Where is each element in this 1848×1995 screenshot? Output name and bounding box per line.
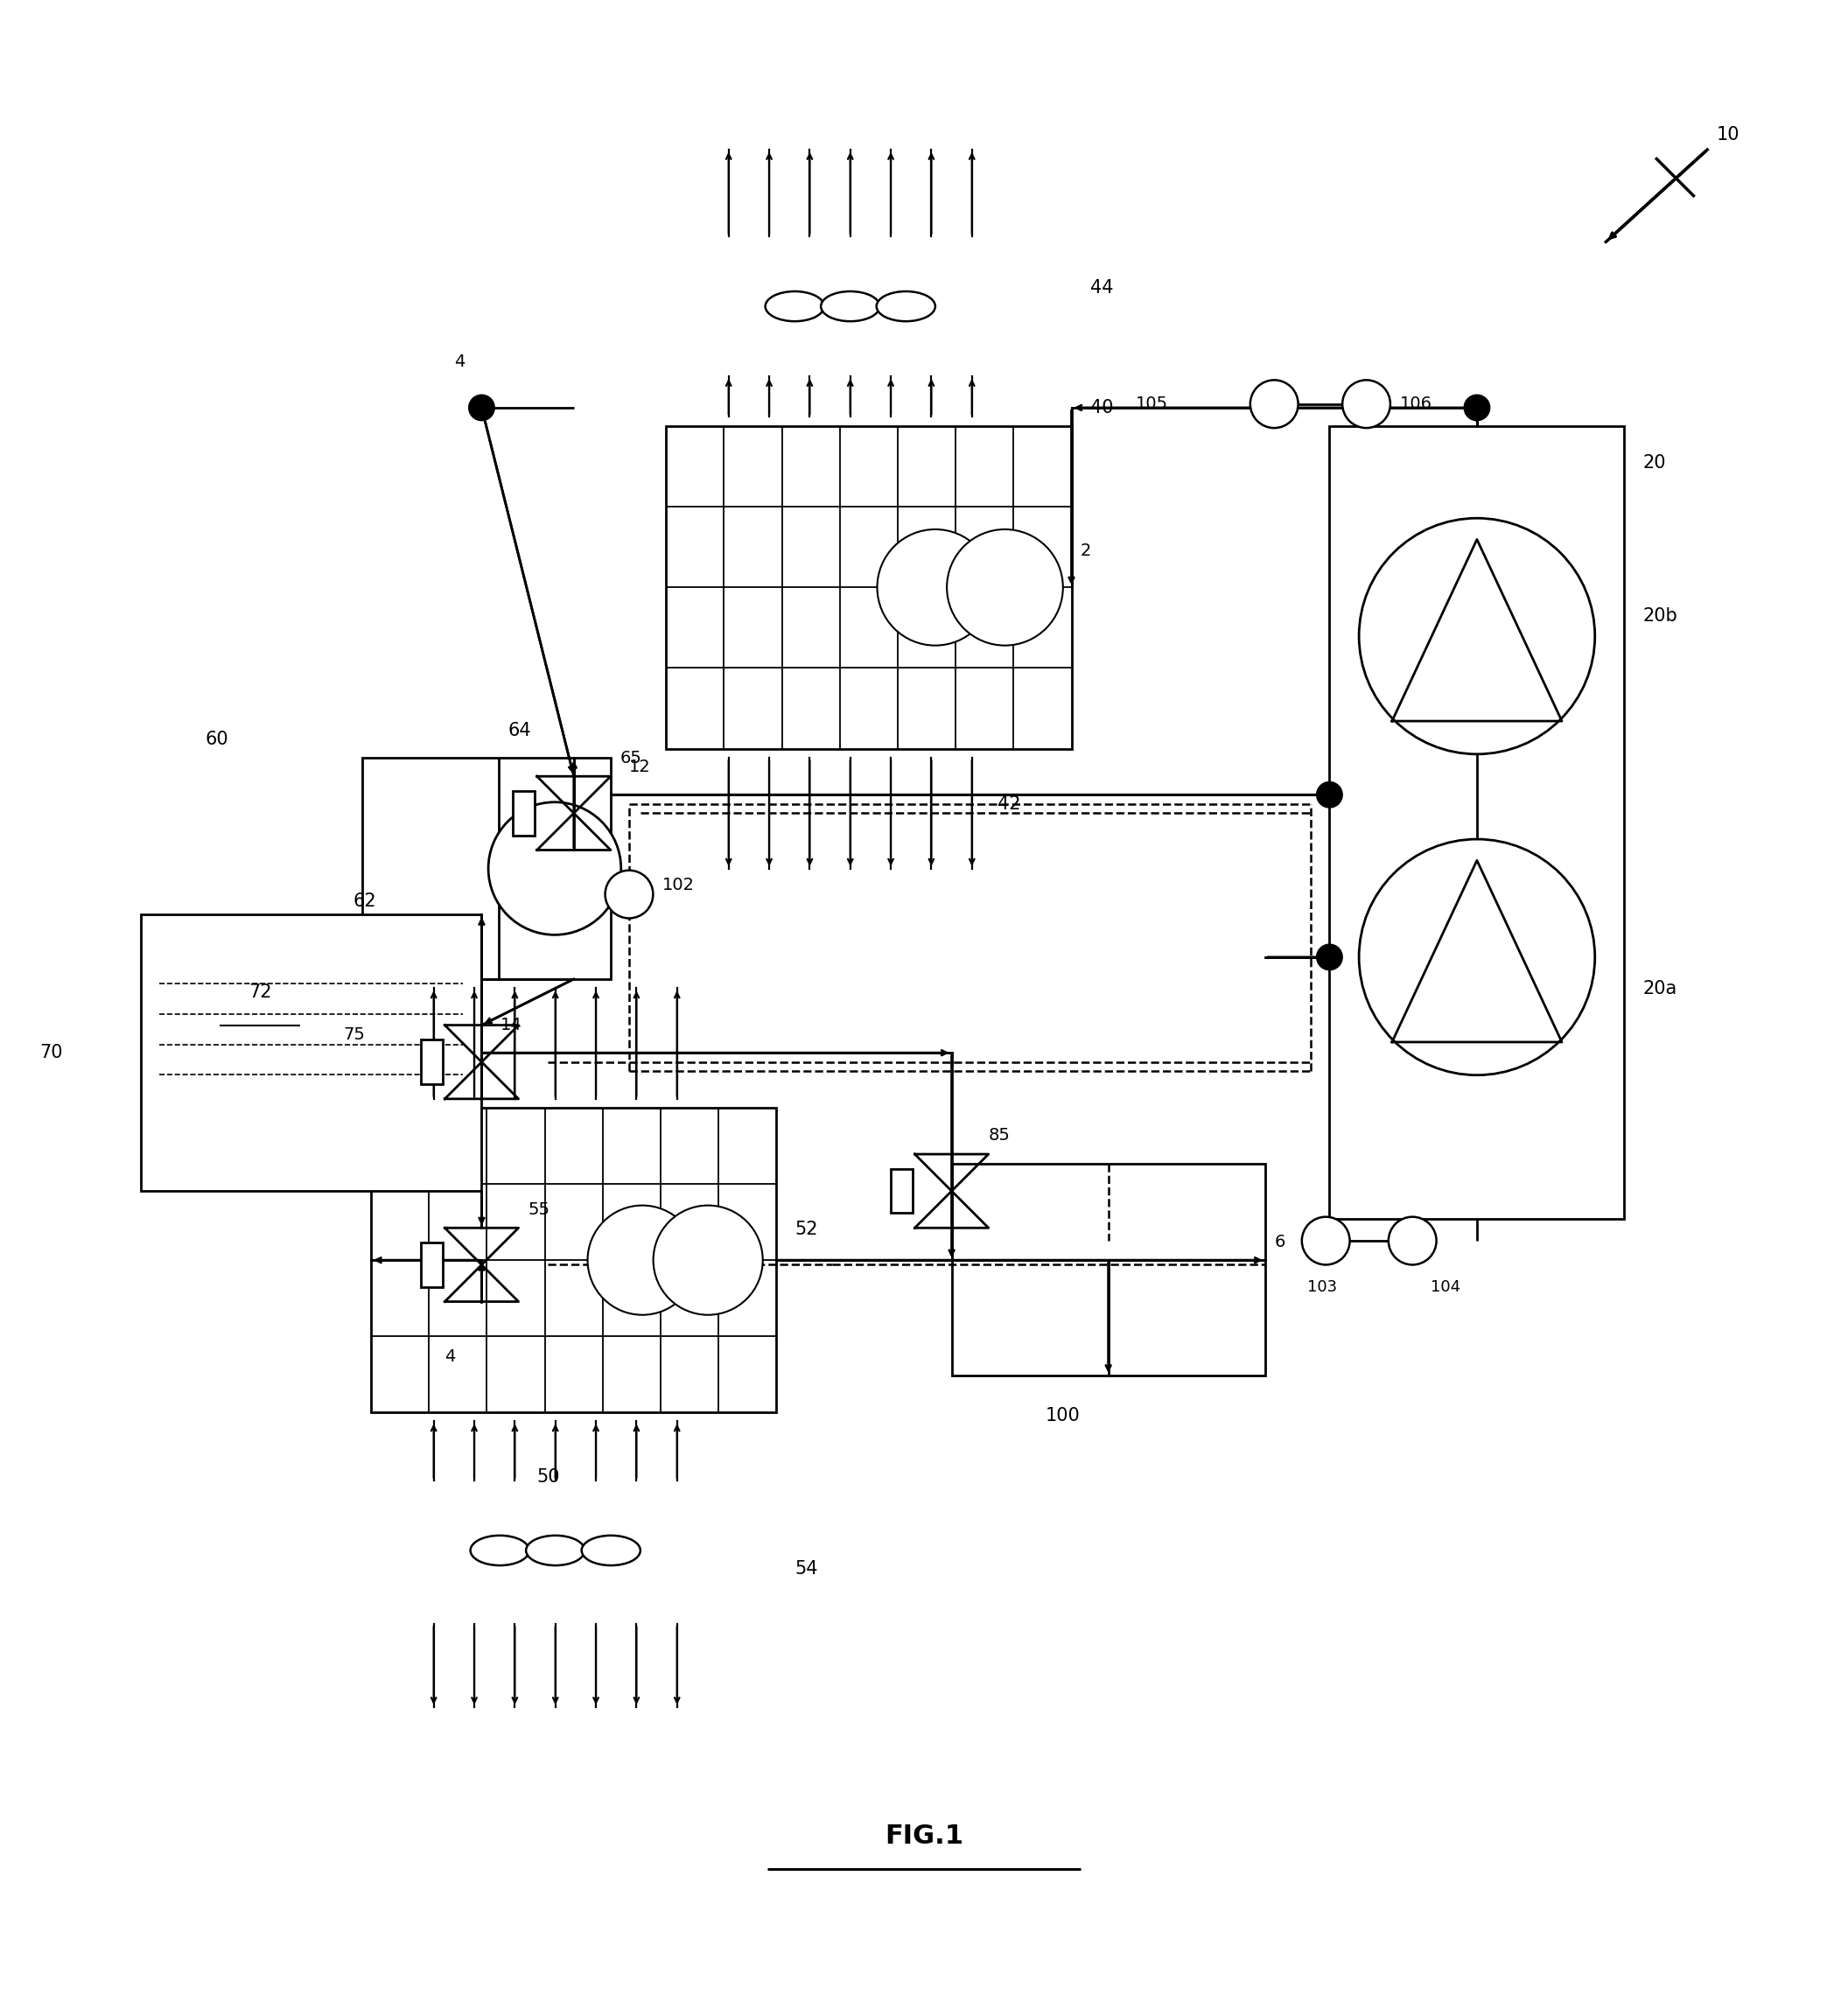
Text: 102: 102 [662,876,695,894]
Text: 20a: 20a [1643,980,1678,998]
Ellipse shape [471,1536,529,1566]
Ellipse shape [765,291,824,321]
Circle shape [1342,381,1390,429]
Text: 64: 64 [508,722,530,738]
Text: 12: 12 [628,758,650,776]
Text: 85: 85 [989,1127,1011,1143]
Circle shape [1388,1217,1436,1265]
Bar [512,792,534,836]
Text: 60: 60 [205,730,229,748]
Ellipse shape [821,291,880,321]
Bar [371,1107,776,1412]
Text: 40: 40 [1090,399,1112,417]
Circle shape [654,1205,763,1315]
Circle shape [1301,1217,1349,1265]
Bar [891,1169,913,1213]
Text: 4: 4 [455,353,466,369]
Bar [362,758,610,980]
Circle shape [1316,944,1342,970]
Circle shape [878,529,994,646]
Text: 103: 103 [1307,1279,1338,1295]
Text: 75: 75 [344,1025,366,1043]
Bar [421,1243,442,1287]
Text: 62: 62 [353,894,375,910]
Text: 50: 50 [538,1468,560,1486]
Text: 55: 55 [529,1201,549,1217]
Text: 72: 72 [248,984,272,1001]
Bar [140,914,482,1191]
Circle shape [946,529,1063,646]
Bar [421,1039,442,1083]
Text: 44: 44 [1090,279,1112,297]
Circle shape [469,395,495,421]
Circle shape [1251,381,1297,429]
Text: 104: 104 [1430,1279,1460,1295]
Text: 52: 52 [795,1221,819,1239]
Text: 20: 20 [1643,455,1667,471]
Text: 4: 4 [445,1349,456,1365]
Text: 106: 106 [1399,395,1432,413]
Bar [1329,427,1624,1219]
Text: 42: 42 [998,796,1020,812]
Ellipse shape [527,1536,584,1566]
Circle shape [588,1205,697,1315]
Ellipse shape [582,1536,641,1566]
Text: 65: 65 [619,750,641,766]
Circle shape [1358,519,1595,754]
Bar [665,427,1072,748]
Text: 6: 6 [1275,1233,1284,1251]
Circle shape [1358,840,1595,1075]
Circle shape [604,870,652,918]
Circle shape [1316,782,1342,808]
Circle shape [488,802,621,936]
Text: 100: 100 [1046,1406,1081,1424]
Circle shape [1464,395,1489,421]
Ellipse shape [876,291,935,321]
Text: 70: 70 [39,1043,63,1061]
Text: 105: 105 [1137,395,1168,413]
Text: 20b: 20b [1643,608,1678,624]
Text: FIG.1: FIG.1 [885,1823,963,1849]
Text: 14: 14 [501,1017,521,1033]
Bar [952,1163,1266,1375]
Text: 54: 54 [795,1560,819,1578]
Text: 2: 2 [1081,543,1092,559]
Text: 10: 10 [1717,126,1739,144]
